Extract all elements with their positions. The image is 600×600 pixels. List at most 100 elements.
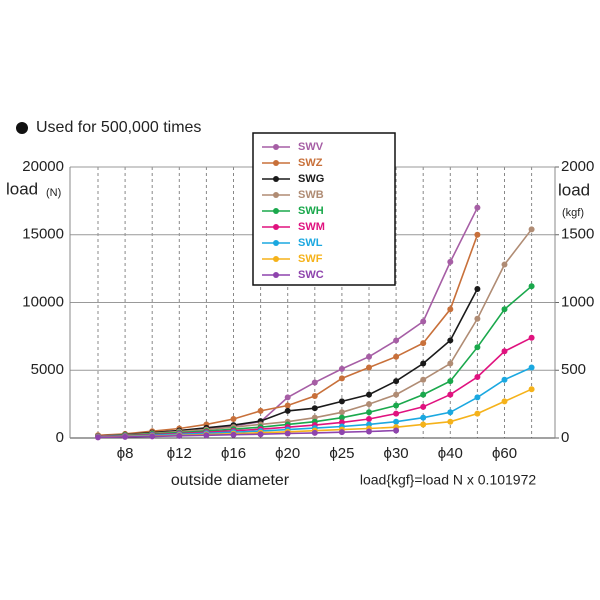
data-point — [338, 365, 345, 372]
data-point — [420, 421, 427, 428]
data-point — [420, 414, 427, 421]
legend-label: SWM — [298, 221, 325, 233]
y-tick-label: 15000 — [22, 226, 64, 243]
data-point — [149, 433, 156, 440]
data-point — [393, 410, 400, 417]
data-point — [474, 394, 481, 401]
data-point — [447, 258, 454, 265]
x-tick-label: ϕ12 — [167, 445, 192, 462]
data-point — [420, 340, 427, 347]
formula: load{kgf}=load N x 0.101972 — [360, 472, 537, 488]
legend-label: SWZ — [298, 157, 323, 169]
data-point — [366, 416, 372, 423]
data-point — [447, 418, 454, 425]
legend-label: SWV — [298, 141, 324, 153]
data-point — [230, 431, 237, 438]
y2-tick-label: 0 — [561, 429, 569, 446]
data-point — [284, 394, 291, 401]
y-tick-label: 5000 — [31, 361, 64, 378]
data-point — [311, 429, 318, 436]
y2-tick-label: 500 — [561, 361, 586, 378]
data-point — [393, 337, 400, 344]
data-point — [474, 315, 481, 322]
data-point — [447, 360, 454, 367]
data-point — [501, 348, 508, 355]
legend-dot — [273, 176, 279, 182]
x-tick-label: ϕ8 — [117, 445, 134, 462]
data-point — [311, 392, 318, 399]
data-point — [366, 353, 372, 360]
data-point — [311, 405, 318, 412]
legend-dot — [273, 272, 279, 278]
data-point — [338, 398, 345, 405]
y2-tick-label: 1500 — [561, 226, 594, 243]
data-point — [501, 398, 508, 405]
data-point — [474, 285, 481, 292]
y2-label: load — [558, 180, 590, 199]
y-label: load — [6, 179, 38, 198]
data-point — [420, 403, 427, 410]
x-tick-label: ϕ60 — [492, 445, 517, 462]
y-unit: (N) — [46, 187, 61, 199]
data-point — [338, 409, 345, 416]
data-point — [284, 402, 291, 409]
x-tick-label: ϕ20 — [275, 445, 300, 462]
data-point — [393, 378, 400, 385]
legend-dot — [273, 192, 279, 198]
data-point — [528, 364, 535, 371]
bullet — [16, 122, 28, 134]
legend-dot — [273, 240, 279, 246]
data-point — [284, 430, 291, 437]
y2-tick-label: 2000 — [561, 158, 594, 175]
data-point — [420, 360, 427, 367]
x-label: outside diameter — [171, 472, 290, 489]
data-point — [338, 429, 345, 436]
data-point — [420, 391, 427, 398]
data-point — [366, 364, 372, 371]
data-point — [501, 306, 508, 313]
legend-label: SWG — [298, 173, 324, 185]
data-point — [311, 379, 318, 386]
y-tick-label: 20000 — [22, 158, 64, 175]
data-point — [447, 306, 454, 313]
note: Used for 500,000 times — [36, 119, 201, 136]
data-point — [528, 283, 535, 290]
data-point — [366, 409, 372, 416]
data-point — [393, 353, 400, 360]
data-point — [230, 416, 237, 423]
y2-unit: (kgf) — [562, 207, 584, 219]
data-point — [501, 376, 508, 383]
data-point — [257, 431, 264, 438]
data-point — [95, 434, 101, 441]
y2-tick-label: 1000 — [561, 293, 594, 310]
x-tick-label: ϕ40 — [438, 445, 463, 462]
data-point — [393, 418, 400, 425]
data-point — [447, 409, 454, 416]
legend-label: SWL — [298, 237, 323, 249]
legend-label: SWC — [298, 269, 324, 281]
y-tick-label: 0 — [56, 429, 64, 446]
data-point — [284, 407, 291, 414]
data-point — [447, 337, 454, 344]
data-point — [176, 432, 183, 439]
data-point — [528, 334, 535, 341]
x-tick-label: ϕ30 — [384, 445, 409, 462]
data-point — [366, 428, 372, 435]
data-point — [393, 391, 400, 398]
data-point — [474, 204, 481, 211]
data-point — [447, 378, 454, 385]
data-point — [203, 432, 210, 439]
legend-label: SWF — [298, 253, 323, 265]
legend-label: SWH — [298, 205, 324, 217]
data-point — [474, 344, 481, 351]
series-line — [97, 429, 397, 439]
data-point — [393, 402, 400, 409]
data-point — [474, 231, 481, 238]
data-point — [420, 318, 427, 325]
data-point — [474, 374, 481, 381]
legend-dot — [273, 144, 279, 150]
data-point — [122, 433, 129, 440]
data-point — [528, 226, 535, 233]
